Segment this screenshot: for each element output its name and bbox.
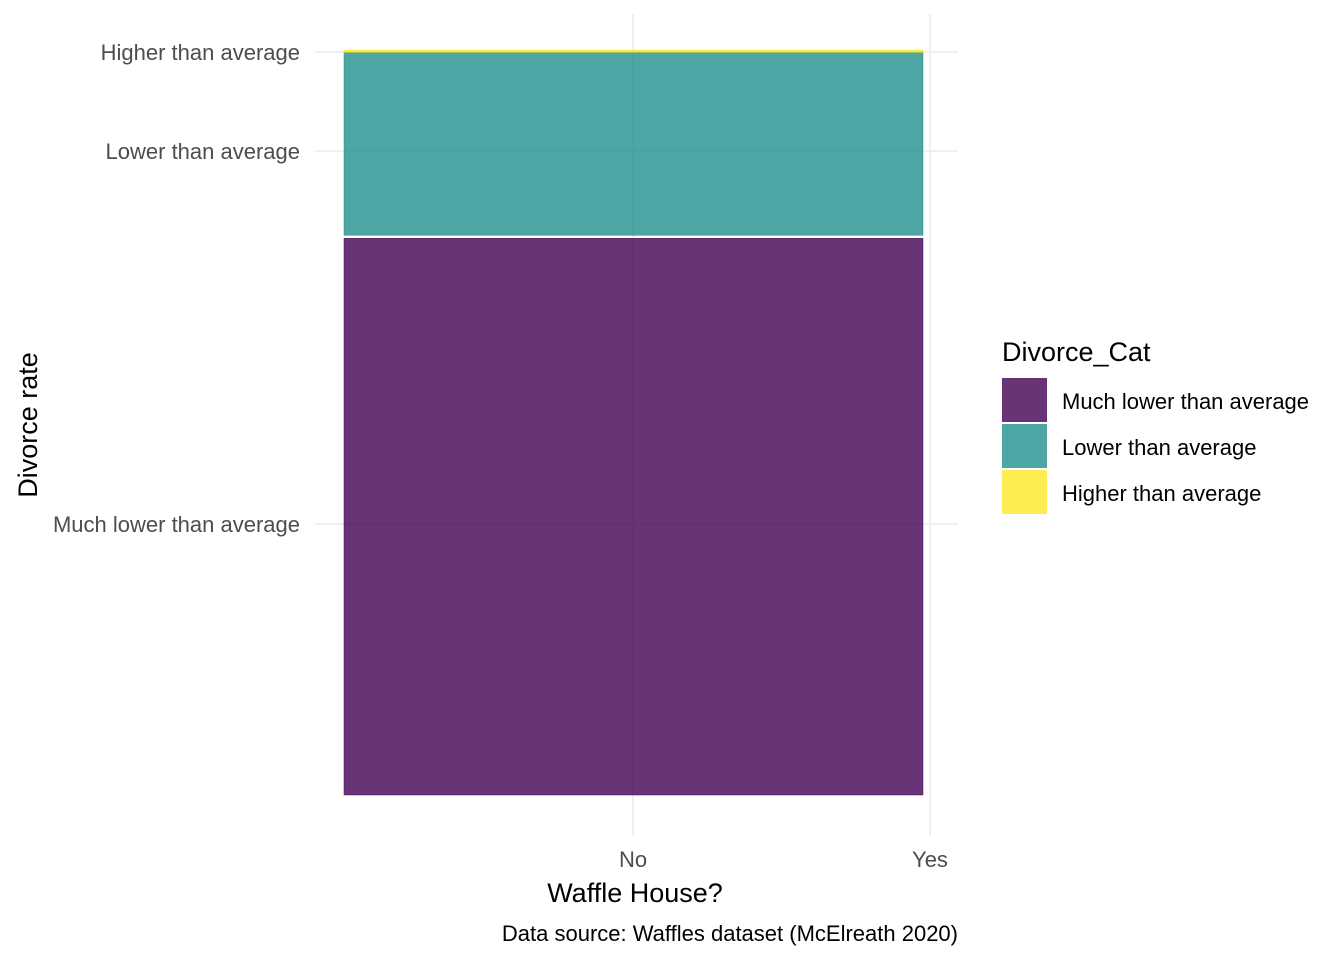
legend-title: Divorce_Cat bbox=[1002, 337, 1151, 367]
legend-label: Higher than average bbox=[1062, 481, 1261, 506]
legend-label: Lower than average bbox=[1062, 435, 1256, 460]
x-tick-label: Yes bbox=[912, 847, 948, 872]
y-tick-label: Higher than average bbox=[101, 40, 300, 65]
y-tick-label: Lower than average bbox=[106, 139, 300, 164]
legend-key bbox=[1002, 470, 1047, 514]
bar-segment-higher-than-average bbox=[343, 49, 924, 53]
x-tick-label: No bbox=[619, 847, 647, 872]
legend-key bbox=[1002, 378, 1047, 422]
y-axis-title: Divorce rate bbox=[13, 352, 43, 498]
legend: Divorce_Cat Much lower than average Lower… bbox=[1002, 337, 1309, 514]
legend-label: Much lower than average bbox=[1062, 389, 1309, 414]
legend-key bbox=[1002, 424, 1047, 468]
y-tick-label: Much lower than average bbox=[53, 512, 300, 537]
legend-entries: Much lower than average Lower than averag… bbox=[1002, 378, 1309, 514]
caption: Data source: Waffles dataset (McElreath … bbox=[502, 921, 958, 946]
bar-segment-much-lower-than-average bbox=[343, 238, 924, 796]
bars bbox=[343, 49, 924, 796]
bar-segment-lower-than-average bbox=[343, 51, 924, 236]
x-axis-title: Waffle House? bbox=[547, 878, 723, 908]
tick-labels: No Yes Much lower than average Lower than a… bbox=[53, 40, 948, 872]
